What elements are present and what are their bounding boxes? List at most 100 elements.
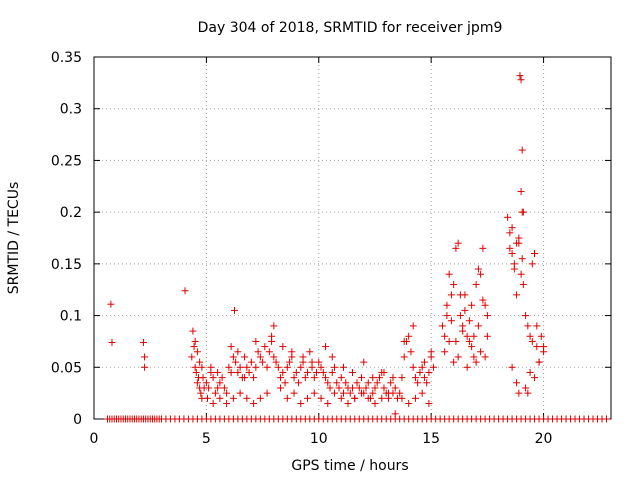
- data-point: [220, 384, 228, 392]
- data-point: [256, 394, 264, 402]
- data-point: [295, 379, 303, 387]
- data-point: [411, 394, 419, 402]
- data-point: [340, 363, 348, 371]
- data-point: [384, 389, 392, 397]
- data-point: [400, 353, 408, 361]
- data-point: [483, 312, 491, 320]
- data-point: [268, 332, 276, 340]
- data-point: [277, 384, 285, 392]
- data-point: [537, 332, 545, 340]
- data-point: [479, 296, 487, 304]
- x-tick-label: 15: [422, 431, 440, 447]
- data-point: [216, 379, 224, 387]
- data-point: [288, 348, 296, 356]
- data-point: [540, 348, 548, 356]
- data-point: [277, 374, 285, 382]
- data-point: [223, 399, 231, 407]
- data-point: [429, 363, 437, 371]
- data-point: [533, 343, 541, 351]
- data-point: [192, 368, 200, 376]
- data-point: [506, 244, 514, 252]
- data-point: [319, 368, 327, 376]
- data-point: [452, 337, 460, 345]
- data-point: [378, 394, 386, 402]
- data-point: [414, 379, 422, 387]
- data-point: [326, 384, 334, 392]
- data-point: [141, 353, 149, 361]
- data-point: [472, 281, 480, 289]
- data-point: [304, 394, 312, 402]
- data-point: [340, 389, 348, 397]
- data-point: [241, 353, 249, 361]
- data-point: [516, 72, 524, 80]
- data-point: [461, 306, 469, 314]
- data-point: [337, 394, 345, 402]
- y-tick-label: 0.05: [51, 360, 82, 376]
- data-point: [481, 353, 489, 361]
- data-point: [535, 358, 543, 366]
- data-point: [371, 399, 379, 407]
- chart-title: Day 304 of 2018, SRMTID for receiver jpm…: [198, 20, 503, 36]
- data-point: [531, 374, 539, 382]
- data-point: [274, 363, 282, 371]
- data-point: [445, 270, 453, 278]
- data-point: [441, 348, 449, 356]
- data-point: [234, 348, 242, 356]
- data-point: [193, 379, 201, 387]
- data-point: [409, 363, 417, 371]
- data-point: [468, 301, 476, 309]
- data-point: [524, 322, 532, 330]
- data-point: [243, 363, 251, 371]
- data-point: [474, 322, 482, 330]
- data-point: [477, 348, 485, 356]
- data-point: [483, 332, 491, 340]
- data-point: [196, 358, 204, 366]
- data-point: [465, 317, 473, 325]
- data-point: [513, 291, 521, 299]
- x-tick-label: 20: [535, 431, 553, 447]
- data-point: [454, 239, 462, 247]
- data-point: [528, 260, 536, 268]
- data-point: [524, 389, 532, 397]
- data-point: [265, 348, 273, 356]
- data-point: [189, 327, 197, 335]
- data-point: [225, 363, 233, 371]
- data-point: [317, 363, 325, 371]
- data-point: [207, 363, 215, 371]
- data-point: [279, 368, 287, 376]
- data-point: [263, 389, 271, 397]
- data-point: [522, 384, 530, 392]
- data-point: [357, 374, 365, 382]
- data-point: [216, 394, 224, 402]
- data-point: [459, 322, 467, 330]
- data-point: [470, 332, 478, 340]
- data-point: [223, 389, 231, 397]
- data-point: [407, 348, 415, 356]
- plot-frame: [93, 56, 612, 420]
- data-point: [423, 379, 431, 387]
- data-point: [468, 343, 476, 351]
- data-point: [518, 146, 526, 154]
- data-point: [232, 358, 240, 366]
- data-point: [481, 301, 489, 309]
- data-point: [236, 389, 244, 397]
- data-point: [373, 379, 381, 387]
- data-point: [324, 379, 332, 387]
- data-point: [250, 399, 258, 407]
- data-point: [218, 374, 226, 382]
- data-points: [103, 72, 611, 423]
- x-tick-label: 0: [90, 431, 99, 447]
- data-point: [519, 208, 527, 216]
- data-point: [229, 353, 237, 361]
- data-point: [420, 358, 428, 366]
- y-tick-label: 0.3: [60, 102, 82, 118]
- data-point: [364, 394, 372, 402]
- data-point: [452, 244, 460, 252]
- data-point: [450, 358, 458, 366]
- data-point: [324, 399, 332, 407]
- data-point: [445, 337, 453, 345]
- data-point: [418, 363, 426, 371]
- data-point: [209, 374, 217, 382]
- data-point: [281, 379, 289, 387]
- data-point: [508, 224, 516, 232]
